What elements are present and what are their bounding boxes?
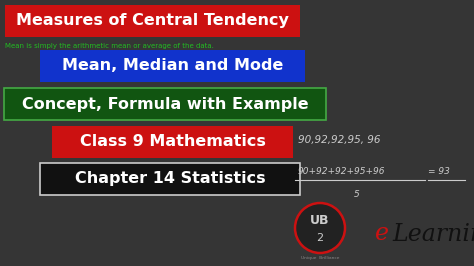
Text: Learning: Learning	[392, 222, 474, 246]
Text: 2: 2	[317, 233, 324, 243]
Text: Chapter 14 Statistics: Chapter 14 Statistics	[75, 172, 265, 186]
Text: Measures of Central Tendency: Measures of Central Tendency	[16, 14, 289, 28]
Bar	[4, 88, 326, 120]
Text: 90,92,92,95, 96: 90,92,92,95, 96	[298, 135, 381, 145]
Text: Class 9 Mathematics: Class 9 Mathematics	[80, 135, 265, 149]
Text: 90+92+92+95+96: 90+92+92+95+96	[298, 168, 385, 177]
Text: e: e	[375, 222, 389, 246]
Bar	[40, 163, 300, 195]
Text: Concept, Formula with Example: Concept, Formula with Example	[22, 97, 308, 111]
Bar	[5, 5, 300, 37]
Text: = 93: = 93	[428, 168, 450, 177]
Text: UB: UB	[310, 214, 330, 227]
Circle shape	[295, 203, 345, 253]
Text: Mean, Median and Mode: Mean, Median and Mode	[62, 59, 283, 73]
Text: 5: 5	[354, 190, 360, 199]
Bar	[52, 126, 293, 158]
Text: Unique  Brilliance: Unique Brilliance	[301, 256, 339, 260]
Bar	[40, 50, 305, 82]
Text: Mean is simply the arithmetic mean or average of the data.: Mean is simply the arithmetic mean or av…	[5, 43, 214, 49]
